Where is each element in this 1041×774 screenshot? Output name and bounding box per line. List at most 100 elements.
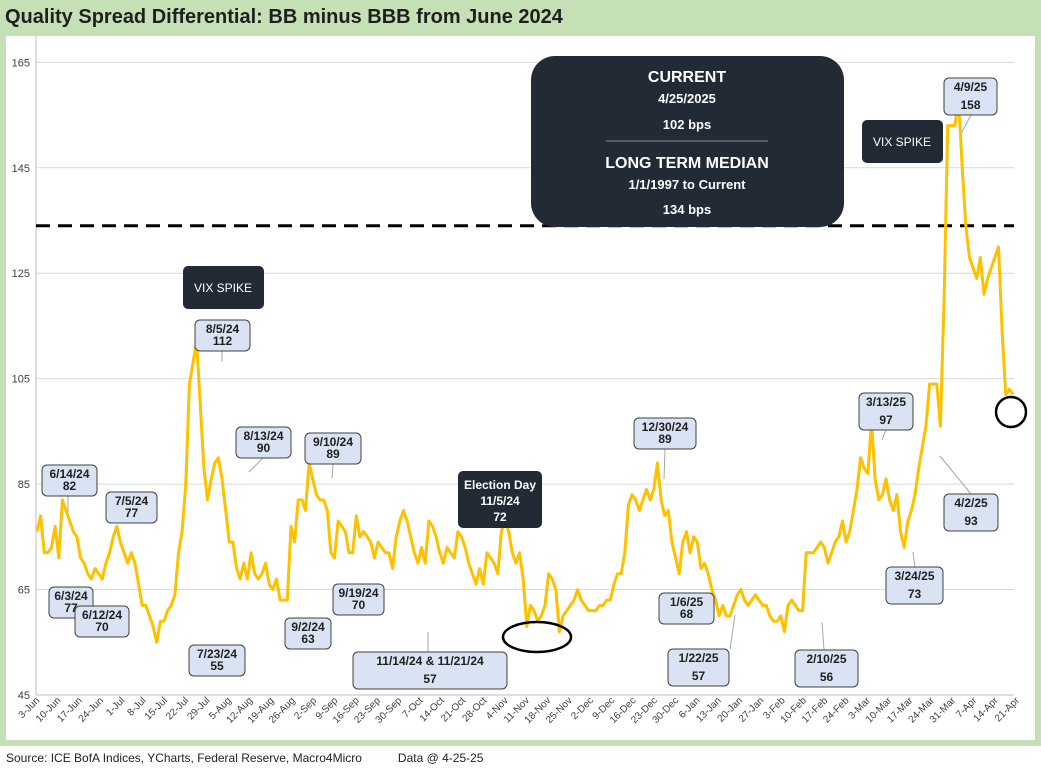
vix-spike-box-apr: VIX SPIKE [862,120,943,163]
chart-title: Quality Spread Differential: BB minus BB… [5,6,563,28]
y-tick-label: 105 [12,374,30,386]
annotation-date: 9/2/24 [291,620,325,634]
annotation-callout: 4/9/25 158 [943,77,998,116]
annotation-callout: 3/13/25 97 [858,392,914,431]
annotation-date: 4/9/25 [954,80,988,94]
annotation-leader-lines [67,114,972,652]
x-tick-label: 15-Jul [143,695,170,722]
leader-line [248,457,264,473]
y-axis-ticks: 45 65 85 105 125 145 165 [12,57,30,702]
leader-line [729,614,736,650]
annotation-value: 70 [352,598,366,612]
annotation-date: 9/19/24 [338,586,378,600]
highlight-marks [501,395,1028,654]
x-tick-label: 22-Jul [164,695,191,722]
leader-line [881,429,887,441]
annotation-date: 6/12/24 [82,608,122,622]
annotation-callout: 2/10/25 56 [794,649,859,688]
annotation-date: 11/14/24 & 11/21/24 [376,654,484,668]
spread-series-line [35,97,1015,644]
annotation-date: 9/10/24 [313,435,353,449]
y-tick-label: 85 [18,479,30,491]
x-tick-label: 28-Oct [460,695,489,724]
election-day-box: Election Day 11/5/24 72 [458,471,542,528]
annotation-value: 97 [879,413,893,427]
footer: Source: ICE BofA Indices, YCharts, Feder… [6,751,483,765]
info-box: CURRENT 4/25/2025 102 bps LONG TERM MEDI… [531,56,844,227]
leader-line [331,463,334,479]
y-tick-label: 145 [12,163,30,175]
annotation-date: 8/13/24 [243,429,283,443]
leader-line [912,551,916,568]
y-tick-label: 45 [18,690,30,702]
annotation-value: 73 [908,587,922,601]
leader-line [663,448,666,480]
annotation-date: 7/23/24 [197,647,237,661]
source-note: Source: ICE BofA Indices, YCharts, Feder… [6,751,362,765]
annotation-date: 7/5/24 [115,494,149,508]
annotation-value: 90 [257,441,271,455]
x-tick-label: 2-Dec [569,695,596,722]
y-tick-label: 165 [12,57,30,69]
vix-spike-label-aug: VIX SPIKE [194,281,252,295]
annotation-value: 70 [95,620,109,634]
chart-svg: 45 65 85 105 125 145 165 3-Jun10-Jun17-Jun24-J… [12,36,1028,726]
annotation-date: 1/22/25 [678,651,718,665]
annotation-date: 6/14/24 [49,467,89,481]
data-date-note: Data @ 4-25-25 [397,751,484,765]
current-label: CURRENT [648,69,726,86]
annotation-callout: 1/22/25 57 [667,648,730,687]
election-day-label: Election Day [464,478,536,492]
x-tick-label: 21-Apr [993,695,1022,724]
x-tick-label: 2-Sep [292,695,319,722]
annotation-callout: 3/24/25 73 [885,566,944,605]
annotation-value: 56 [820,670,834,684]
median-value: 134 bps [663,202,711,217]
annotation-date: 8/5/24 [206,322,240,336]
annotation-date: 1/6/25 [670,595,704,609]
annotation-callout: 4/2/25 93 [943,493,999,532]
current-value-circle [994,395,1028,429]
y-tick-label: 65 [18,585,30,597]
median-label: LONG TERM MEDIAN [605,155,769,172]
x-axis-ticks: 3-Jun10-Jun17-Jun24-Jun1-Jul8-Jul15-Jul2… [17,695,1023,726]
annotation-value: 89 [326,447,340,461]
vix-spike-box-aug: VIX SPIKE [183,266,264,309]
current-date: 4/25/2025 [658,91,716,106]
annotation-date: 3/24/25 [894,569,934,583]
election-day-value: 72 [493,510,507,524]
annotation-date: 2/10/25 [806,652,846,666]
election-day-date: 11/5/24 [480,494,520,508]
median-range: 1/1/1997 to Current [628,177,746,192]
november-lows-circle [501,620,573,654]
y-tick-label: 125 [12,268,30,280]
leader-line [821,621,825,651]
annotation-value: 55 [210,659,224,673]
annotation-date: 4/2/25 [954,496,988,510]
annotation-value: 57 [423,672,437,686]
vix-spike-label-apr: VIX SPIKE [873,135,931,149]
leader-line [939,455,972,495]
annotation-value: 77 [125,506,139,520]
annotation-callout: 11/14/24 & 11/21/24 57 [352,651,508,690]
annotation-value: 158 [960,98,980,112]
annotation-value: 68 [680,607,694,621]
annotation-value: 82 [63,479,77,493]
annotation-date: 6/3/24 [54,589,88,603]
annotation-value: 112 [213,334,233,348]
leader-line [961,114,972,133]
annotation-value: 93 [964,514,978,528]
current-value: 102 bps [663,117,711,132]
annotation-value: 89 [658,432,672,446]
annotation-value: 63 [301,632,315,646]
